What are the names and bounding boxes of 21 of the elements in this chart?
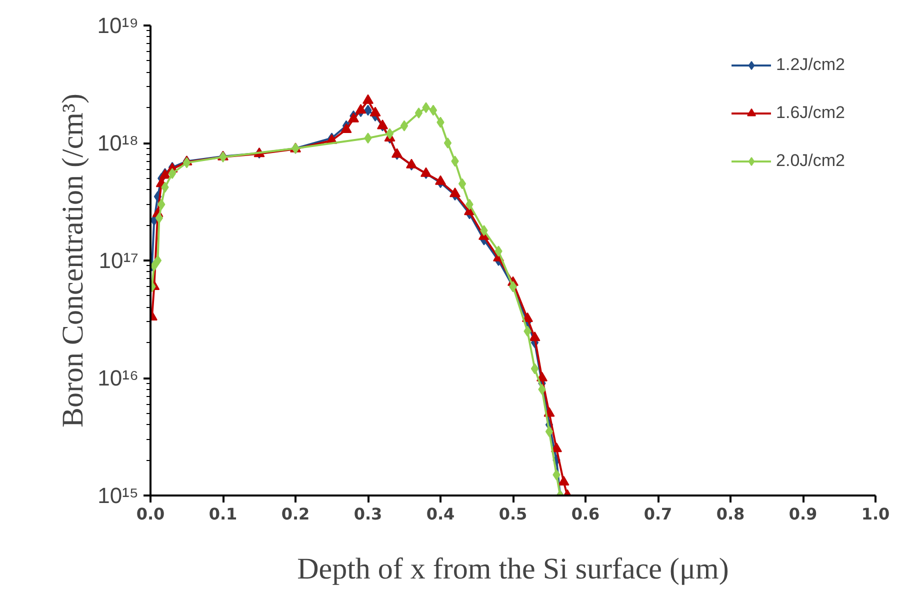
y-axis-title: Boron Concentration (/cm³) — [56, 94, 90, 428]
y-tick-label: 10¹⁷ — [98, 248, 139, 273]
y-tick-label: 10¹⁸ — [97, 130, 138, 156]
x-tick-label: 0.6 — [571, 504, 600, 524]
y-tick-label: 10¹⁹ — [97, 13, 138, 38]
legend-label: 1.2J/cm2 — [776, 55, 845, 75]
x-tick-label: 0.8 — [716, 504, 745, 524]
y-tick-label: 10¹⁶ — [98, 366, 139, 390]
legend-label: 1.6J/cm2 — [776, 103, 845, 123]
x-axis-title: Depth of x from the Si surface (μm) — [297, 552, 729, 586]
x-tick-label: 0.7 — [644, 504, 672, 524]
x-tick-label: 0.0 — [136, 504, 165, 524]
x-tick-label: 0.5 — [498, 504, 528, 524]
x-tick-label: 0.1 — [208, 504, 238, 524]
y-tick-label: 10¹⁵ — [98, 483, 139, 508]
x-tick-label: 0.9 — [788, 504, 818, 524]
x-tick-label: 0.2 — [281, 504, 310, 524]
x-tick-label: 0.3 — [354, 504, 382, 524]
x-tick-label: 1.0 — [861, 504, 890, 524]
x-tick-label: 0.4 — [426, 504, 455, 524]
legend-label: 2.0J/cm2 — [776, 151, 845, 171]
